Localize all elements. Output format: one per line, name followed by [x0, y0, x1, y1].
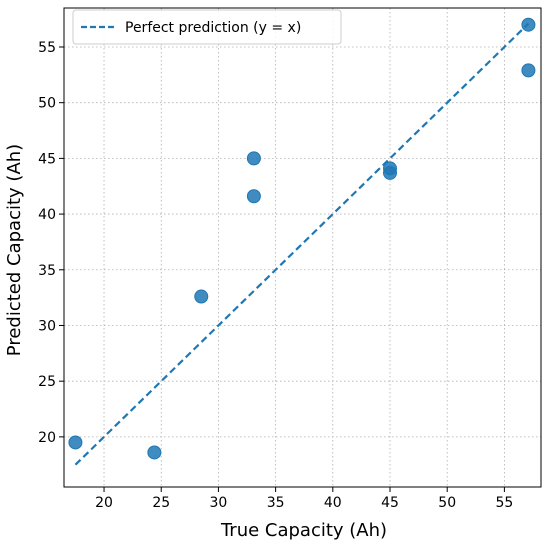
- x-tick-label: 25: [152, 495, 170, 511]
- legend-label: Perfect prediction (y = x): [125, 20, 301, 36]
- y-tick-label: 20: [38, 430, 56, 446]
- y-tick-label: 30: [38, 318, 56, 334]
- legend-box: [72, 9, 342, 45]
- data-point: [383, 165, 398, 180]
- plot-frame: [63, 7, 542, 488]
- y-tick-label: 50: [38, 96, 56, 112]
- perfect-prediction-line: [74, 22, 530, 466]
- x-tick-label: 20: [95, 495, 113, 511]
- x-axis-ticks: 20 25 30 35 40 45 50 55: [95, 487, 513, 511]
- data-point: [147, 445, 162, 460]
- x-tick-label: 55: [495, 495, 513, 511]
- legend: Perfect prediction (y = x): [72, 9, 342, 45]
- data-points: [68, 17, 536, 460]
- data-point: [521, 17, 536, 32]
- x-tick-label: 35: [267, 495, 285, 511]
- y-tick-label: 40: [38, 207, 56, 223]
- y-tick-label: 45: [38, 151, 56, 167]
- data-point: [194, 289, 209, 304]
- y-axis-label: Predicted Capacity (Ah): [4, 144, 25, 356]
- x-tick-label: 50: [438, 495, 456, 511]
- y-tick-label: 55: [38, 40, 56, 56]
- x-tick-label: 30: [210, 495, 228, 511]
- x-axis-label: True Capacity (Ah): [220, 520, 387, 541]
- x-tick-label: 45: [381, 495, 399, 511]
- data-point: [246, 189, 261, 204]
- x-tick-label: 40: [324, 495, 342, 511]
- reference-line-group: [74, 22, 530, 466]
- y-tick-label: 25: [38, 374, 56, 390]
- data-point: [68, 435, 83, 450]
- data-point: [521, 63, 536, 78]
- y-tick-label: 35: [38, 263, 56, 279]
- data-point: [246, 151, 261, 166]
- y-axis-ticks: 20 25 30 35 40 45 50 55: [38, 40, 64, 446]
